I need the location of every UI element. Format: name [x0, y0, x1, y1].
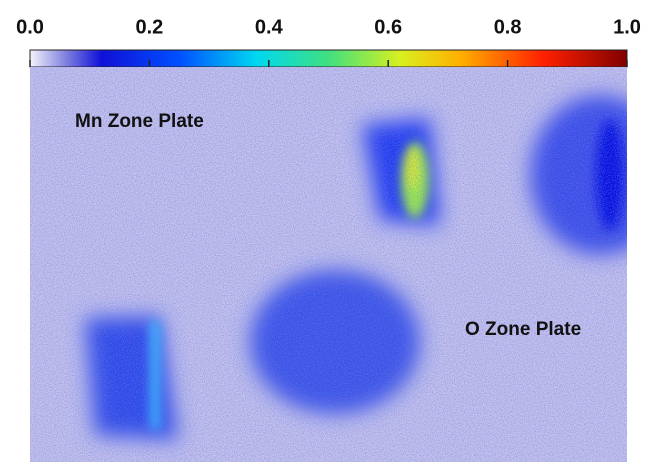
tick-label: 1.0 [613, 16, 641, 38]
colorbar [30, 50, 627, 67]
tick-label: 0.0 [16, 16, 44, 38]
annotation: Mn Zone Plate [75, 111, 204, 132]
tick-label: 0.8 [494, 16, 522, 38]
annotation: O Zone Plate [465, 319, 581, 340]
tick-label: 0.4 [255, 16, 284, 38]
figure: 0.0 0.2 0.4 0.6 0.8 1.0 Mn Zone Plate O Zone … [0, 0, 647, 462]
tick-label: 0.6 [374, 16, 402, 38]
tick-label: 0.2 [135, 16, 163, 38]
